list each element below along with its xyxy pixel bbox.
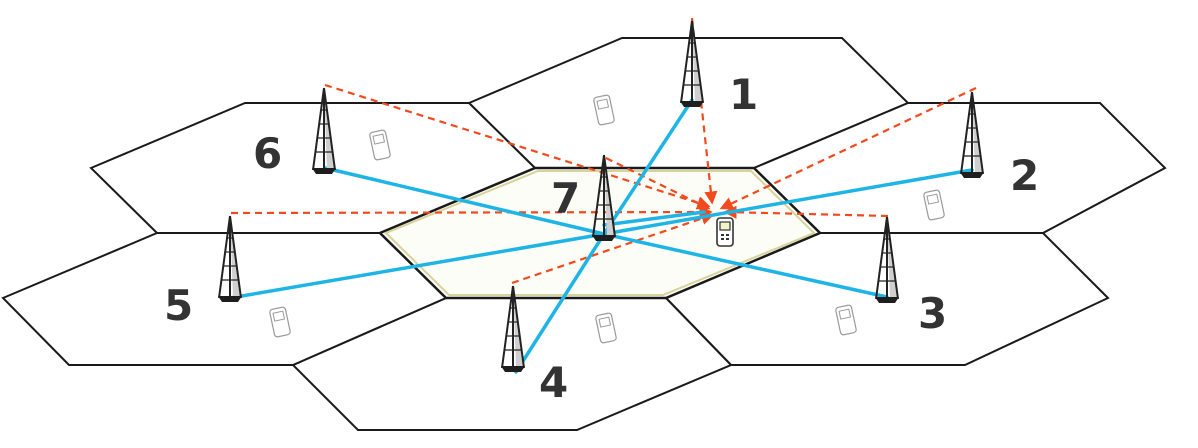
tower-labels: 1 2 3 4 5 6 7 <box>164 70 1039 407</box>
blue-link-2 <box>602 168 974 236</box>
mobile-phone-icon <box>835 304 857 336</box>
red-link-2 <box>719 87 977 210</box>
red-link-6 <box>324 83 711 210</box>
blue-link-5 <box>228 232 606 300</box>
red-link-3 <box>723 205 889 219</box>
blue-link-7 <box>602 210 706 227</box>
cell-tower-icon <box>960 91 984 178</box>
cell-tower-icon <box>312 87 336 174</box>
mobile-phone-icon <box>593 94 615 126</box>
mobile-phone-icon <box>369 129 391 161</box>
mobile-phone-icon <box>595 312 617 344</box>
blue-link-6 <box>323 166 606 236</box>
cell-tower-icon <box>592 154 616 241</box>
cell-tower-icon <box>680 20 704 107</box>
blue-links <box>228 98 974 374</box>
blue-link-3 <box>602 232 889 299</box>
mobile-phone-icon <box>923 189 945 221</box>
cell-tower-icon <box>501 285 525 372</box>
blue-link-1 <box>602 98 694 236</box>
tower-label-2: 2 <box>1010 151 1039 200</box>
tower-label-4: 4 <box>539 358 568 407</box>
tower-label-6: 6 <box>253 129 282 178</box>
mobile-phone-icon <box>269 306 291 338</box>
tower-label-7: 7 <box>551 174 580 223</box>
cell-tower-icon <box>218 215 242 302</box>
tower-label-3: 3 <box>918 289 947 338</box>
mobile-phone-icon <box>716 217 734 247</box>
tower-label-1: 1 <box>729 70 758 119</box>
cell-7-highlight <box>384 170 816 296</box>
red-link-5 <box>230 205 713 219</box>
blue-link-4 <box>514 232 606 374</box>
cell-tower-icon <box>875 216 899 303</box>
tower-label-5: 5 <box>164 281 193 330</box>
hex-cells <box>1 37 1167 431</box>
red-link-7 <box>605 157 711 210</box>
idle-phones <box>269 94 945 344</box>
towers <box>218 20 984 372</box>
